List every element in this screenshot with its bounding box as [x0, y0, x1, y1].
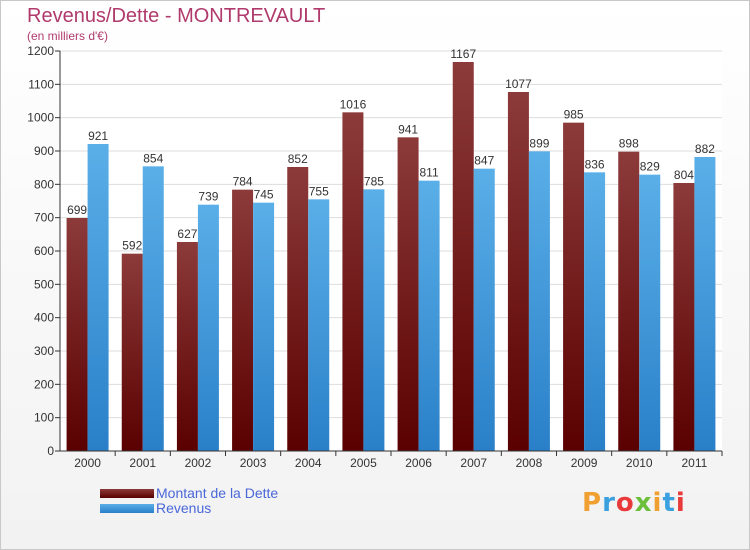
data-label-revenus: 755 [309, 184, 329, 198]
data-label-revenus: 811 [420, 166, 439, 180]
y-tick-label: 200 [34, 377, 54, 391]
bar-dette [66, 218, 88, 451]
chart-subtitle: (en milliers d'€) [27, 29, 108, 43]
x-tick-label: 2000 [74, 456, 101, 470]
legend-item-revenus: Revenus [100, 501, 278, 516]
logo-letter: t [662, 488, 676, 518]
chart-title: Revenus/Dette - MONTREVAULT [27, 5, 326, 27]
y-tick-label: 1100 [28, 77, 54, 91]
data-label-dette: 784 [233, 175, 253, 189]
x-tick-label: 2008 [516, 456, 543, 470]
x-tick-label: 2007 [460, 456, 487, 470]
x-tick-label: 2011 [682, 456, 708, 470]
legend-label-dette: Montant de la Dette [156, 485, 279, 501]
x-tick-label: 2010 [626, 456, 653, 470]
legend-item-dette: Montant de la Dette [100, 486, 278, 501]
bar-dette [452, 62, 474, 451]
bar-revenus [694, 157, 716, 451]
data-label-dette: 699 [67, 203, 87, 217]
x-tick-label: 2001 [129, 456, 156, 470]
data-label-dette: 852 [288, 152, 308, 166]
y-tick-label: 100 [34, 411, 54, 425]
x-tick-label: 2002 [185, 456, 212, 470]
y-tick-label: 900 [34, 144, 54, 158]
data-label-dette: 941 [398, 122, 418, 136]
data-label-dette: 804 [674, 168, 694, 182]
y-tick-label: 0 [47, 444, 54, 458]
data-label-dette: 592 [122, 239, 142, 253]
data-label-revenus: 921 [88, 129, 108, 143]
data-label-dette: 1167 [450, 47, 476, 61]
data-label-dette: 627 [177, 227, 197, 241]
y-tick-label: 600 [34, 244, 54, 258]
bar-dette [287, 167, 309, 451]
logo-letter: r [602, 488, 616, 518]
data-label-revenus: 847 [474, 154, 494, 168]
legend-label-revenus: Revenus [156, 500, 212, 516]
x-tick-label: 2006 [405, 456, 432, 470]
x-tick-label: 2009 [571, 456, 598, 470]
proxiti-logo: Proxiti [582, 488, 686, 518]
bar-revenus [308, 199, 330, 451]
bar-dette [507, 92, 529, 451]
bar-dette [618, 151, 640, 451]
x-tick-label: 2004 [295, 456, 322, 470]
data-label-revenus: 836 [585, 157, 605, 171]
bar-dette [563, 122, 585, 452]
data-label-dette: 985 [564, 108, 584, 122]
bar-revenus [584, 172, 606, 452]
bar-dette [397, 137, 419, 452]
data-label-revenus: 745 [254, 188, 274, 202]
data-label-revenus: 899 [529, 136, 549, 150]
bar-revenus [639, 174, 661, 451]
y-tick-label: 500 [34, 277, 54, 291]
logo-letter: o [615, 488, 635, 518]
legend-swatch-revenus [100, 504, 154, 513]
y-tick-label: 1000 [27, 111, 54, 125]
data-label-revenus: 882 [695, 142, 715, 156]
bar-revenus [142, 166, 164, 452]
bar-dette [121, 253, 143, 451]
y-tick-label: 400 [34, 311, 54, 325]
logo-letter: P [582, 488, 603, 518]
y-tick-label: 800 [34, 177, 54, 191]
bar-revenus [87, 144, 109, 451]
x-tick-label: 2003 [240, 456, 267, 470]
bar-revenus [197, 204, 219, 451]
bar-dette [176, 242, 198, 451]
y-tick-label: 300 [34, 344, 54, 358]
data-label-revenus: 785 [364, 174, 384, 188]
x-tick-label: 2005 [350, 456, 377, 470]
logo-letter: i [675, 488, 686, 518]
bar-dette [232, 189, 254, 451]
y-tick-label: 700 [34, 211, 54, 225]
data-label-dette: 898 [619, 137, 639, 151]
bar-revenus [363, 189, 385, 452]
bar-revenus [253, 202, 275, 451]
logo-letter: i [652, 488, 663, 518]
legend: Montant de la Dette Revenus [100, 486, 278, 516]
data-label-dette: 1016 [340, 97, 367, 111]
bar-dette [342, 112, 364, 451]
bar-revenus [418, 180, 440, 451]
data-label-revenus: 739 [198, 190, 218, 204]
bar-revenus [528, 151, 550, 452]
data-label-revenus: 854 [143, 151, 163, 165]
bar-dette [673, 183, 695, 451]
legend-swatch-dette [100, 489, 154, 498]
data-label-revenus: 829 [640, 160, 660, 174]
logo-letter: x [634, 488, 653, 518]
y-tick-label: 1200 [27, 44, 54, 58]
bar-revenus [473, 168, 495, 451]
data-label-dette: 1077 [505, 77, 532, 91]
